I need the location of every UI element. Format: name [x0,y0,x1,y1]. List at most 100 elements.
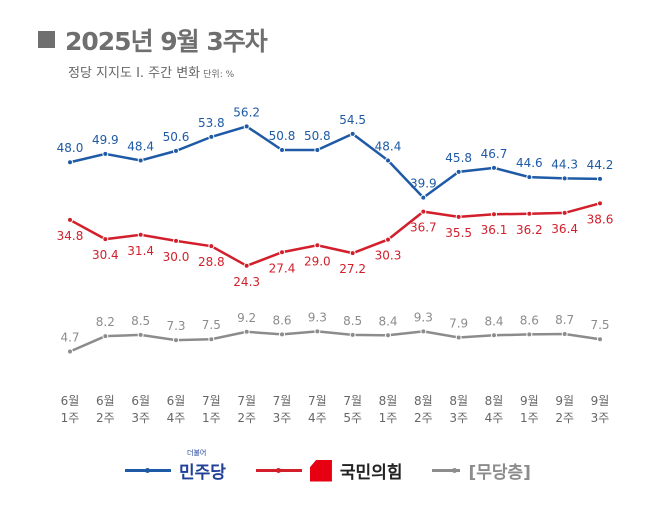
legend-item-ppp: 국민의힘 [255,458,403,483]
data-point [349,331,356,338]
series-line [69,125,601,200]
data-label: 8.6 [272,313,291,327]
x-tick-label: 7월 [202,394,221,408]
data-label: 9.2 [237,311,256,325]
data-label: 44.3 [551,157,578,171]
data-label: 7.5 [590,318,609,332]
data-label: 8.4 [378,314,397,328]
x-tick-label: 3주 [449,411,468,425]
title-text: 2025년 9월 3주차 [65,27,268,56]
data-label: 48.4 [375,139,402,153]
data-point [385,157,391,164]
data-label: 54.5 [339,113,366,127]
data-label: 30.0 [163,250,190,264]
square-bullet-icon [38,31,55,48]
data-point [349,130,356,137]
x-tick-label: 6월 [131,394,150,408]
series-line [69,202,601,268]
data-point [67,216,73,223]
data-point [208,133,215,140]
data-label: 50.8 [269,129,296,143]
data-label: 28.8 [198,255,225,269]
data-label: 49.9 [92,133,119,147]
data-label: 53.8 [198,116,225,130]
data-label: 48.0 [57,141,84,155]
data-point [279,147,285,154]
data-point [420,328,427,335]
x-tick-label: 1주 [520,411,539,425]
data-label: 4.7 [60,330,79,344]
data-label: 9.3 [414,310,433,324]
x-tick-label: 7월 [343,394,362,408]
data-label: 7.5 [202,318,221,332]
data-label: 8.5 [131,314,150,328]
data-point [455,213,462,220]
legend-item-independent: [무당층] [432,458,531,483]
data-label: 8.6 [520,313,539,327]
data-point [526,331,533,338]
legend-line-icon [432,468,461,473]
data-label: 38.6 [587,212,614,226]
data-point [173,337,179,344]
data-label: 30.4 [92,248,119,262]
data-label: 9.3 [308,310,327,324]
legend-line-icon [125,468,171,473]
data-point [526,174,533,181]
data-point [349,250,356,257]
data-label: 31.4 [127,244,154,258]
data-point [420,208,427,215]
x-tick-label: 9월 [520,394,539,408]
data-point [137,157,144,164]
data-point [561,209,568,216]
data-point [102,333,109,340]
data-point [561,175,568,182]
x-tick-label: 3주 [273,411,292,425]
x-tick-label: 1주 [202,411,221,425]
data-label: 36.1 [481,223,508,237]
legend-tagline: 더불어 [187,449,207,457]
x-tick-label: 7월 [237,394,256,408]
data-point [385,332,391,339]
data-point [67,348,73,355]
data-point [243,262,250,269]
x-tick-label: 3주 [131,411,150,425]
data-label: 48.4 [127,139,154,153]
data-label: 27.2 [339,262,366,276]
x-tick-label: 9월 [555,394,574,408]
data-label: 24.3 [233,275,260,289]
legend-line-icon [255,468,302,473]
data-point [137,231,144,238]
data-label: 36.7 [410,221,437,235]
data-label: 50.8 [304,129,331,143]
data-label: 56.2 [233,105,260,119]
x-tick-label: 5주 [343,411,362,425]
data-point [420,194,427,201]
legend-label: 국민의힘 [339,463,403,483]
data-point [137,331,144,338]
data-point [279,249,285,256]
data-label: 27.4 [269,261,296,275]
party-logo-icon [309,459,332,482]
x-tick-label: 6월 [167,394,186,408]
x-tick-label: 3주 [591,411,610,425]
data-point [208,243,215,250]
x-tick-label: 4주 [167,411,186,425]
data-point [491,211,497,218]
data-label: 36.2 [516,223,543,237]
x-tick-label: 6월 [61,394,80,408]
subtitle: 정당 지지도 Ⅰ. 주간 변화 단위: % [68,62,234,81]
data-point [208,336,215,343]
x-tick-label: 8월 [379,394,398,408]
data-point [314,242,321,249]
data-point [314,147,321,154]
legend: 더불어 민주당 국민의힘 [무당층] [125,449,549,483]
x-tick-label: 1주 [379,411,398,425]
data-point [597,175,603,182]
data-point [67,159,73,166]
data-label: 8.7 [555,313,574,327]
series-line [69,330,601,353]
unit-label: 단위: % [203,70,235,80]
data-point [455,168,462,175]
data-label: 29.0 [304,254,331,268]
data-label: 39.9 [410,177,437,191]
